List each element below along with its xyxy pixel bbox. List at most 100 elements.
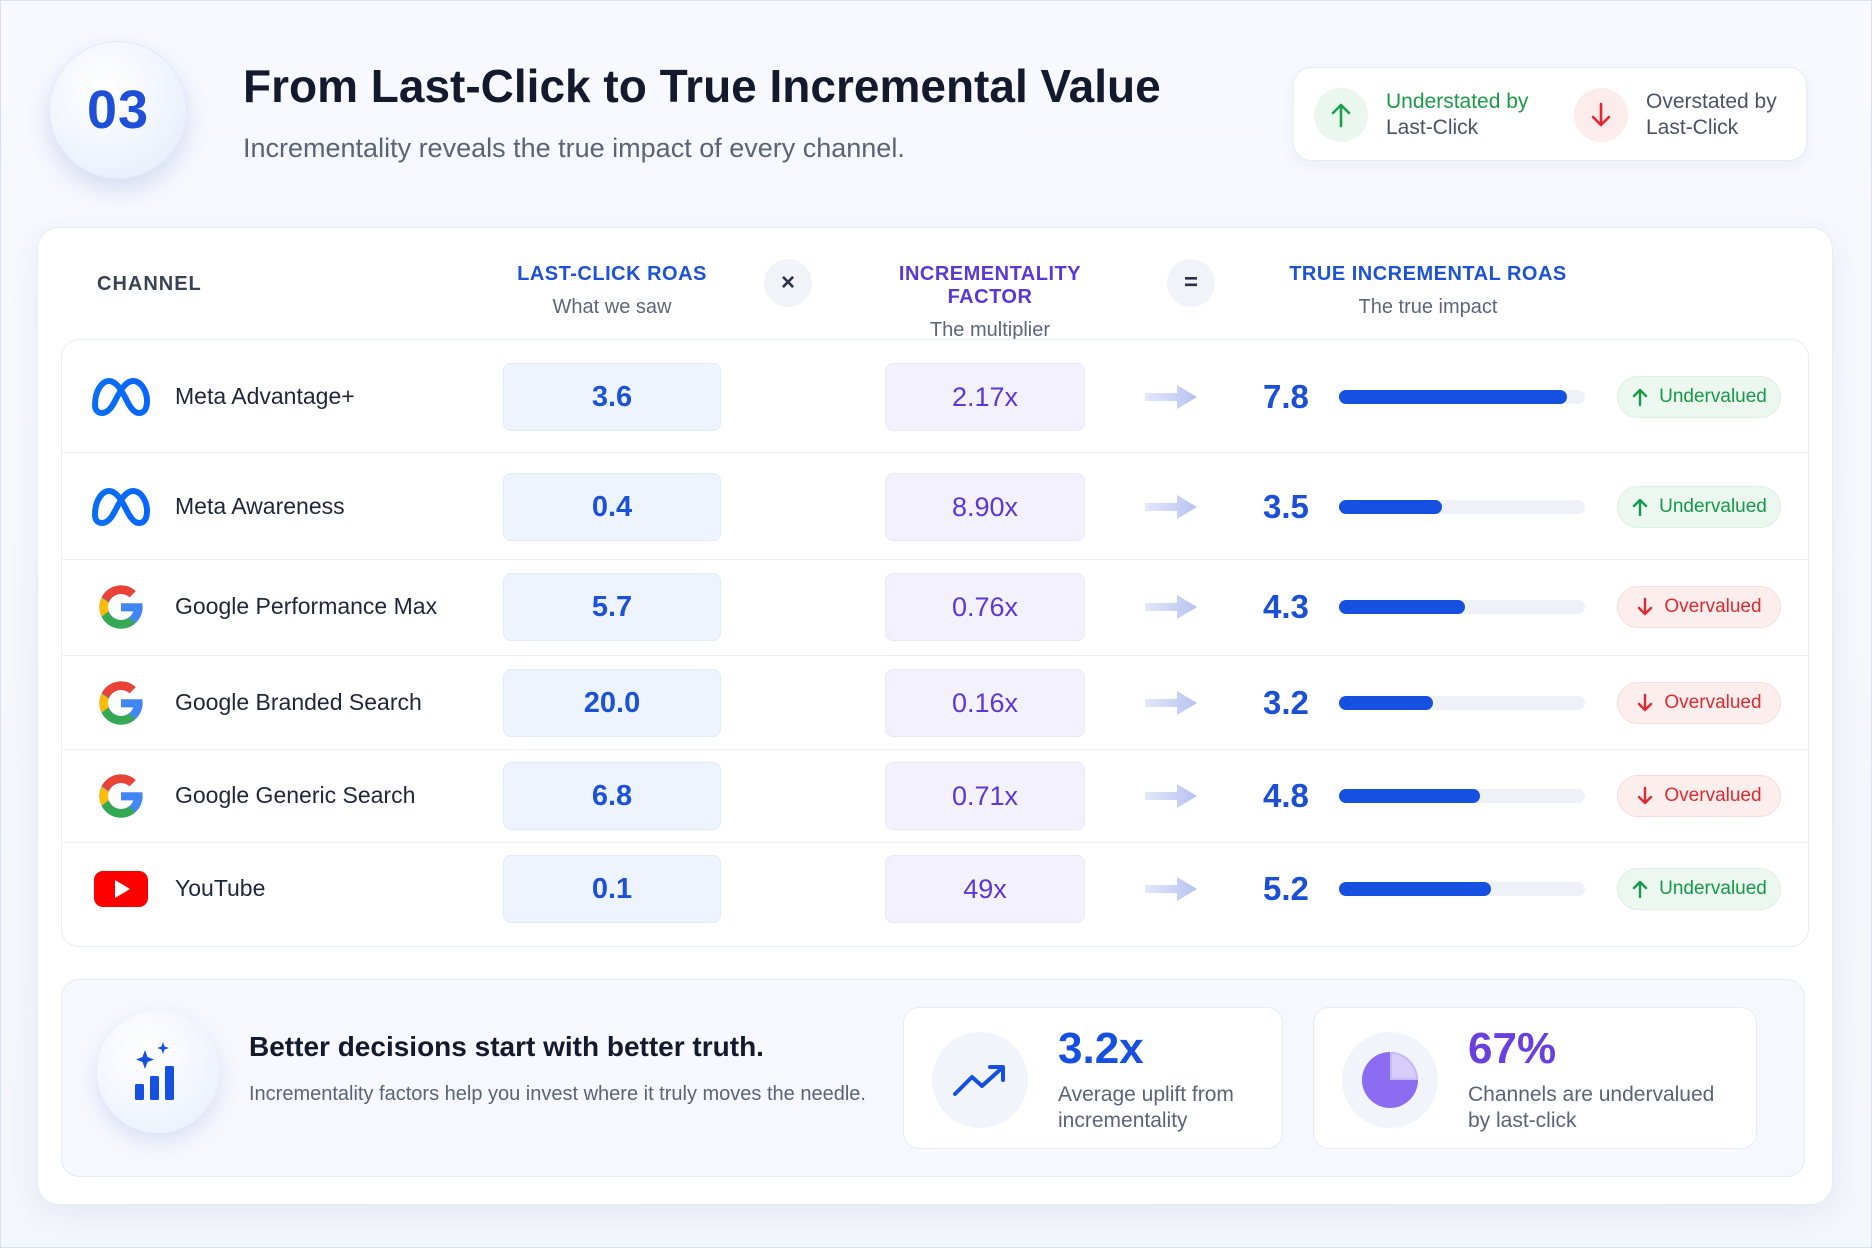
arrow-down-icon: [1636, 693, 1654, 713]
status-badge: Undervalued: [1617, 376, 1781, 418]
stat-undervalued-value: 67%: [1468, 1024, 1557, 1073]
incrementality-factor-value: 0.16x: [885, 669, 1085, 737]
true-roas-bar-track: [1339, 696, 1585, 710]
arrow-right-icon: [1143, 591, 1199, 623]
arrow-up-icon: [1631, 387, 1649, 407]
legend-understated-line2: Last-Click: [1386, 116, 1479, 139]
row-divider: [61, 842, 1809, 843]
meta-icon: [89, 365, 153, 429]
status-label: Overvalued: [1664, 785, 1762, 806]
last-click-roas-value: 20.0: [503, 669, 721, 737]
true-roas-subtitle: The true impact: [1358, 296, 1498, 318]
true-roas-bar-track: [1339, 789, 1585, 803]
true-roas-value: 4.8: [1263, 777, 1309, 814]
channel-table: [61, 339, 1809, 947]
status-label: Undervalued: [1659, 878, 1767, 899]
last-click-roas-value: 0.4: [503, 473, 721, 541]
channel-name: Google Generic Search: [175, 782, 416, 808]
legend-understated: Understated by Last-Click: [1314, 88, 1528, 142]
column-header-last-click: LAST-CLICK ROAS What we saw: [503, 263, 721, 319]
last-click-roas-value: 0.1: [503, 855, 721, 923]
legend-overstated: Overstated by Last-Click: [1574, 88, 1777, 142]
status-label: Overvalued: [1664, 596, 1762, 617]
true-roas-bar-track: [1339, 390, 1585, 404]
row-divider: [61, 655, 1809, 656]
column-header-channel: CHANNEL: [97, 273, 202, 295]
section-number: 03: [86, 80, 150, 140]
incrementality-factor-value: 0.76x: [885, 573, 1085, 641]
stat-uplift: 3.2x Average uplift from incrementality: [903, 1007, 1283, 1149]
arrow-right-icon: [1143, 381, 1199, 413]
true-roas-bar: [1339, 696, 1433, 710]
summary-title: Better decisions start with better truth…: [249, 1031, 764, 1062]
meta-icon: [89, 475, 153, 539]
arrow-right-icon: [1143, 780, 1199, 812]
row-divider: [61, 452, 1809, 453]
trend-up-icon: [932, 1032, 1028, 1128]
row-divider: [61, 559, 1809, 560]
status-label: Overvalued: [1664, 692, 1762, 713]
status-badge: Overvalued: [1617, 586, 1781, 628]
arrow-right-icon: [1143, 491, 1199, 523]
arrow-right-icon: [1143, 687, 1199, 719]
stat-undervalued: 67% Channels are undervalued by last-cli…: [1313, 1007, 1757, 1149]
last-click-title: LAST-CLICK ROAS: [517, 263, 707, 285]
true-roas-value: 7.8: [1263, 378, 1309, 415]
channel-name: Meta Awareness: [175, 493, 345, 519]
status-badge: Undervalued: [1617, 486, 1781, 528]
arrow-up-icon: [1631, 879, 1649, 899]
column-header-true-roas: TRUE INCREMENTAL ROAS The true impact: [1283, 263, 1573, 319]
true-roas-bar: [1339, 390, 1568, 404]
equals-icon: =: [1167, 259, 1215, 307]
youtube-icon: [89, 857, 153, 921]
status-badge: Undervalued: [1617, 868, 1781, 910]
channel-name: Meta Advantage+: [175, 383, 355, 409]
incrementality-factor-value: 49x: [885, 855, 1085, 923]
stat-uplift-label: Average uplift from incrementality: [1058, 1083, 1234, 1132]
row-divider: [61, 749, 1809, 750]
multiply-icon: ×: [764, 259, 812, 307]
legend-understated-line1: Understated by: [1386, 90, 1529, 113]
true-roas-bar-track: [1339, 500, 1585, 514]
channel-name: Google Performance Max: [175, 593, 438, 619]
true-roas-bar: [1339, 882, 1492, 896]
true-roas-bar: [1339, 500, 1442, 514]
arrow-up-icon: [1314, 88, 1368, 142]
column-header-factor: INCREMENTALITY FACTOR The multiplier: [855, 263, 1125, 342]
true-roas-value: 5.2: [1263, 870, 1309, 907]
channel-name: YouTube: [175, 875, 266, 901]
status-label: Undervalued: [1659, 386, 1767, 407]
true-roas-bar: [1339, 789, 1480, 803]
last-click-roas-value: 5.7: [503, 573, 721, 641]
last-click-subtitle: What we saw: [552, 296, 672, 318]
legend: Understated by Last-Click Overstated by …: [1293, 67, 1807, 161]
stat-uplift-value: 3.2x: [1058, 1024, 1144, 1073]
arrow-down-icon: [1636, 786, 1654, 806]
arrow-up-icon: [1631, 497, 1649, 517]
page-title: From Last-Click to True Incremental Valu…: [243, 60, 1161, 112]
last-click-roas-value: 3.6: [503, 363, 721, 431]
true-roas-value: 3.5: [1263, 488, 1309, 525]
channel-name: Google Branded Search: [175, 689, 422, 715]
stat-undervalued-label: Channels are undervalued by last-click: [1468, 1083, 1715, 1132]
sparkle-chart-icon: [97, 1011, 219, 1133]
last-click-roas-value: 6.8: [503, 762, 721, 830]
google-icon: [89, 764, 153, 828]
factor-subtitle: The multiplier: [929, 319, 1051, 341]
incrementality-factor-value: 8.90x: [885, 473, 1085, 541]
legend-overstated-line1: Overstated by: [1646, 90, 1777, 113]
true-roas-bar-track: [1339, 600, 1585, 614]
true-roas-bar-track: [1339, 882, 1585, 896]
arrow-right-icon: [1143, 873, 1199, 905]
summary-subtitle: Incrementality factors help you invest w…: [249, 1083, 866, 1105]
status-badge: Overvalued: [1617, 775, 1781, 817]
status-badge: Overvalued: [1617, 682, 1781, 724]
page-subtitle: Incrementality reveals the true impact o…: [243, 133, 905, 163]
true-roas-value: 4.3: [1263, 588, 1309, 625]
incrementality-factor-value: 2.17x: [885, 363, 1085, 431]
true-roas-value: 3.2: [1263, 684, 1309, 721]
status-label: Undervalued: [1659, 496, 1767, 517]
section-number-badge: 03: [49, 41, 187, 179]
pie-chart-icon: [1342, 1032, 1438, 1128]
